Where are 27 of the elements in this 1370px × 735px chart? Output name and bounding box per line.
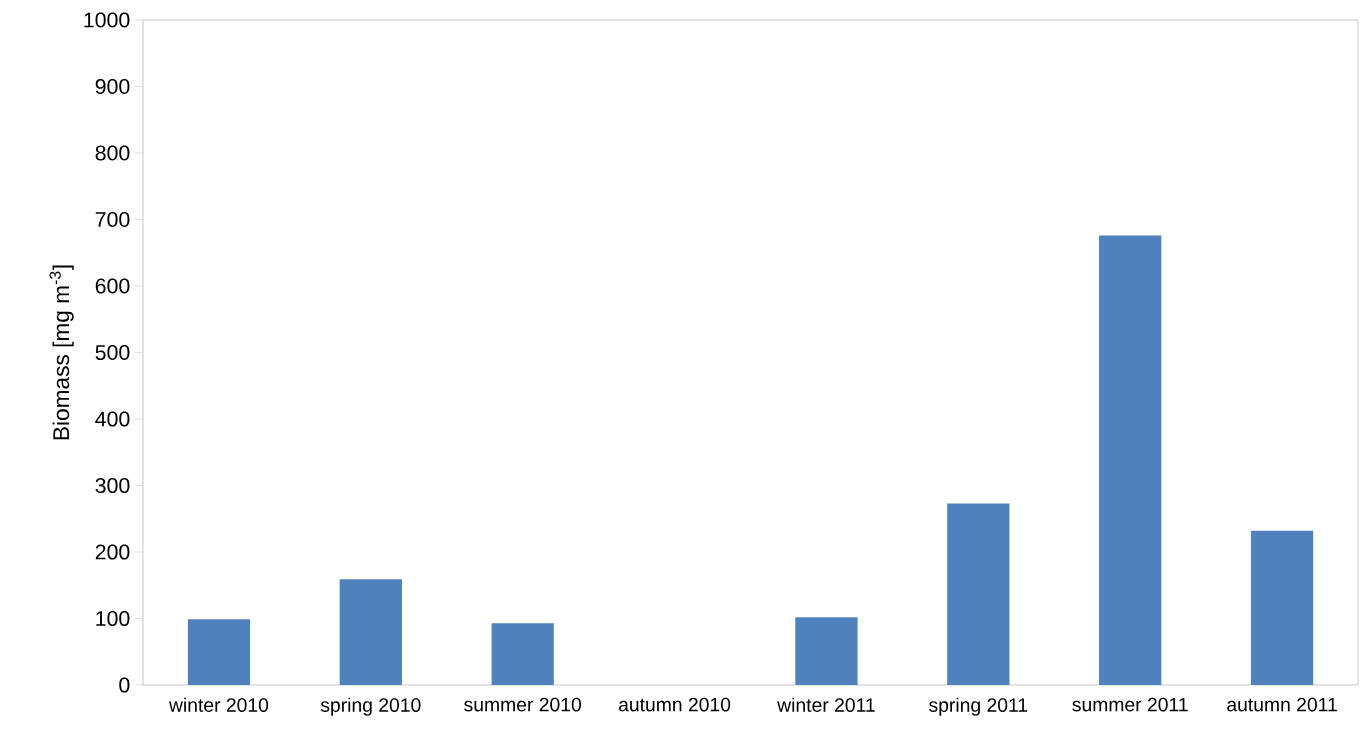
- y-tick-label: 900: [95, 78, 130, 95]
- y-tick-label: 0: [119, 677, 130, 693]
- x-tick-label: winter 2011: [777, 697, 875, 712]
- y-tick-label: 100: [96, 610, 130, 627]
- y-tick-label: 800: [95, 145, 130, 161]
- y-tick-label: 700: [95, 211, 130, 228]
- y-tick-label: 500: [95, 344, 130, 361]
- bar: [795, 617, 858, 685]
- x-tick-label: spring 2011: [929, 697, 1028, 716]
- x-tick-label: autumn 2011: [1227, 697, 1337, 712]
- x-tick-label: autumn 2010: [618, 697, 731, 712]
- bar: [491, 623, 554, 685]
- y-axis-title: Biomass [mg m$^{-3}$]: [49, 265, 74, 440]
- y-tick-label: 300: [95, 477, 130, 494]
- y-tick-label: 400: [95, 411, 130, 427]
- x-tick-label: winter 2010: [168, 697, 269, 712]
- x-tick-label: summer 2011: [1072, 697, 1188, 712]
- bar: [187, 619, 251, 685]
- y-tick-label: 1000: [84, 12, 130, 28]
- x-tick-label: summer 2010: [464, 697, 581, 712]
- y-tick-label: 200: [95, 544, 130, 560]
- bar: [947, 503, 1010, 685]
- bar: [1099, 235, 1162, 685]
- y-tick-label: 600: [95, 278, 130, 294]
- bar: [1250, 530, 1314, 685]
- bar: [339, 579, 402, 685]
- x-tick-label: spring 2010: [320, 697, 421, 716]
